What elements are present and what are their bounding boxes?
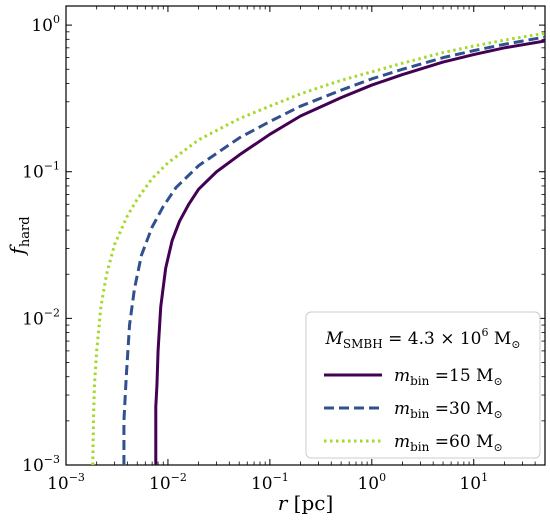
x-tick-exponent: 0 <box>379 471 386 484</box>
legend-label-subscript: bin <box>410 374 430 388</box>
legend-title: MSMBH = 4.3 × 106 M⊙ <box>324 326 520 351</box>
legend-label-text: =15 M <box>429 366 493 386</box>
legend-title-subscript: SMBH <box>343 337 383 351</box>
x-tick-base: 10 <box>251 474 273 494</box>
y-tick-base: 10 <box>22 456 44 476</box>
x-tick-label: 100 <box>357 471 386 494</box>
legend-title-exponent: 6 <box>481 326 488 339</box>
x-tick-exponent: −2 <box>171 471 187 484</box>
y-tick-base: 10 <box>22 309 44 329</box>
legend: MSMBH = 4.3 × 106 M⊙mbin =15 M⊙mbin =30 … <box>305 311 541 459</box>
x-tick-base: 10 <box>459 474 481 494</box>
legend-label-variable: m <box>394 399 410 419</box>
legend-label-mbin60: mbin =60 M⊙ <box>394 432 503 454</box>
y-tick-label: 10−2 <box>22 306 60 329</box>
x-tick-base: 10 <box>47 474 69 494</box>
x-tick-label: 10−2 <box>149 471 187 494</box>
x-tick-exponent: 1 <box>481 471 488 484</box>
plot-frame <box>65 5 546 466</box>
legend-title-variable: M <box>324 329 343 349</box>
legend-label-text: =60 M <box>429 432 493 452</box>
legend-label-variable: m <box>394 366 410 386</box>
y-tick-base: 10 <box>31 16 53 36</box>
y-tick-exponent: −3 <box>44 453 60 466</box>
legend-label-mbin15: mbin =15 M⊙ <box>394 366 503 388</box>
legend-label-variable: m <box>394 432 410 452</box>
y-tick-label: 10−1 <box>22 160 60 183</box>
y-tick-label: 10−3 <box>22 453 60 476</box>
y-tick-label: 100 <box>31 13 60 36</box>
series-line-mbin15 <box>154 39 545 465</box>
legend-title-text: = 4.3 × 10 <box>383 329 482 349</box>
x-tick-label: 10−1 <box>251 471 289 494</box>
y-axis-label: fhard <box>5 216 33 256</box>
x-tick-base: 10 <box>357 474 379 494</box>
legend-label-unit-symbol: ⊙ <box>493 408 502 421</box>
y-tick-exponent: −2 <box>44 306 60 319</box>
legend-label-subscript: bin <box>410 407 430 421</box>
legend-label-text: =30 M <box>429 399 493 419</box>
x-tick-exponent: −1 <box>273 471 289 484</box>
y-tick-base: 10 <box>22 163 44 183</box>
legend-label-subscript: bin <box>410 440 430 454</box>
x-tick-base: 10 <box>149 474 171 494</box>
x-axis-variable: r <box>278 491 289 515</box>
y-tick-exponent: 0 <box>53 13 60 26</box>
x-axis-label: r [pc] <box>278 491 334 515</box>
y-tick-exponent: −1 <box>44 160 60 173</box>
legend-label-mbin30: mbin =30 M⊙ <box>394 399 503 421</box>
legend-label-unit-symbol: ⊙ <box>493 375 502 388</box>
legend-title-unit: M <box>488 329 511 349</box>
x-axis-unit: [pc] <box>287 491 333 515</box>
x-tick-label: 101 <box>459 471 488 494</box>
legend-box <box>305 311 541 459</box>
legend-title-unit-symbol: ⊙ <box>511 338 520 351</box>
y-axis-subscript: hard <box>18 216 33 247</box>
x-tick-exponent: −3 <box>69 471 85 484</box>
x-tick-label: 10−3 <box>47 471 85 494</box>
legend-label-unit-symbol: ⊙ <box>493 441 502 454</box>
